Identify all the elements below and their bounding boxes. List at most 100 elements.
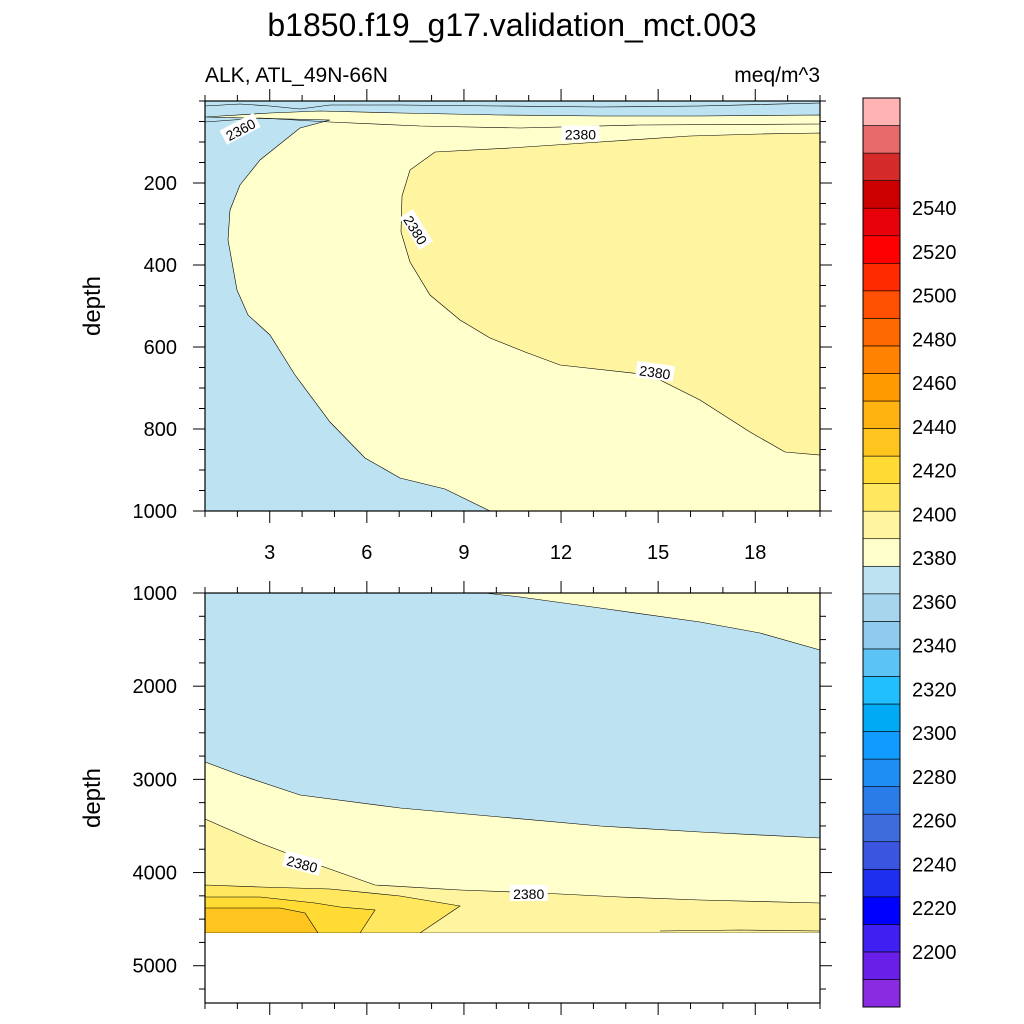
colorbar-box bbox=[862, 400, 901, 429]
colorbar: 2200 2220 2240 2260 2280 2300 2320 2340 2360 2380… bbox=[862, 97, 957, 1008]
colorbar-box bbox=[862, 428, 901, 457]
contour-label: 2380 bbox=[281, 850, 323, 876]
contour-label-text: 2380 bbox=[638, 362, 671, 382]
colorbar-box bbox=[862, 318, 901, 347]
contour-label: 2380 bbox=[561, 125, 600, 143]
upper-x-tick-label: 9 bbox=[458, 542, 469, 564]
contour-label-background bbox=[281, 850, 323, 876]
colorbar-box bbox=[862, 345, 901, 374]
contour-label: 2380 bbox=[509, 884, 548, 902]
upper-x-axis: 3 6 9 12 15 18 bbox=[204, 89, 821, 564]
upper-y-tick-label: 600 bbox=[144, 337, 177, 359]
colorbar-box bbox=[862, 290, 901, 319]
colorbar-box bbox=[862, 786, 901, 815]
lower-contour-labels: 2380 2380 bbox=[281, 850, 548, 902]
contour-label-text: 2380 bbox=[565, 127, 596, 143]
lower-x-axis bbox=[204, 581, 821, 1015]
colorbar-box bbox=[862, 979, 901, 1008]
lower-contour-bottom bbox=[659, 929, 821, 932]
colorbar-box bbox=[862, 97, 901, 126]
chart-title: b1850.f19_g17.validation_mct.003 bbox=[267, 7, 756, 43]
units-subtitle: meq/m^3 bbox=[734, 64, 820, 87]
colorbar-tick-label: 2500 bbox=[912, 286, 957, 308]
colorbar-box bbox=[862, 510, 901, 540]
lower-y-tick-label: 3000 bbox=[133, 769, 178, 791]
colorbar-tick-label: 2360 bbox=[912, 592, 957, 614]
colorbar-box bbox=[862, 125, 901, 154]
upper-x-tick-label: 6 bbox=[361, 542, 372, 564]
colorbar-box bbox=[862, 455, 901, 484]
contour-label-text: 2380 bbox=[513, 886, 544, 902]
colorbar-tick-label: 2380 bbox=[912, 548, 957, 570]
lower-y-tick-label: 1000 bbox=[133, 583, 178, 605]
colorbar-box bbox=[862, 373, 901, 402]
colorbar-tick-label: 2340 bbox=[912, 636, 957, 658]
lower-y-tick-label: 2000 bbox=[133, 676, 178, 698]
upper-contour-near-surface bbox=[204, 117, 821, 129]
colorbar-box bbox=[862, 841, 901, 870]
colorbar-box bbox=[862, 951, 901, 980]
upper-y-tick-label: 400 bbox=[144, 255, 177, 277]
contour-label-background bbox=[219, 112, 261, 145]
colorbar-tick-label: 2320 bbox=[912, 679, 957, 701]
left-subtitle: ALK, ATL_49N-66N bbox=[205, 64, 388, 87]
contour-label: 2380 bbox=[635, 360, 675, 383]
colorbar-box bbox=[862, 924, 901, 953]
contour-label-background bbox=[509, 884, 548, 901]
colorbar-tick-label: 2400 bbox=[912, 504, 957, 526]
upper-contour-surface bbox=[204, 102, 821, 110]
colorbar-tick-label: 2300 bbox=[912, 723, 957, 745]
colorbar-tick-label: 2440 bbox=[912, 417, 957, 439]
colorbar-tick-label: 2540 bbox=[912, 198, 957, 220]
colorbar-box bbox=[862, 152, 901, 181]
upper-y-axis: 200 400 600 800 1000 bbox=[133, 100, 832, 523]
colorbar-box bbox=[862, 703, 901, 732]
colorbar-box bbox=[862, 235, 901, 264]
colorbar-box bbox=[862, 262, 901, 292]
colorbar-tick-label: 2200 bbox=[912, 942, 957, 964]
colorbar-box bbox=[862, 676, 901, 705]
lower-panel-frame bbox=[204, 592, 821, 1004]
lower-y-axis: 1000 2000 3000 4000 5000 bbox=[133, 583, 832, 990]
colorbar-box bbox=[862, 483, 901, 512]
colorbar-box bbox=[862, 180, 901, 209]
contour-label-background bbox=[635, 360, 675, 382]
colorbar-frame bbox=[862, 97, 901, 1008]
contour-label-background bbox=[399, 209, 434, 250]
colorbar-tick-label: 2220 bbox=[912, 898, 957, 920]
colorbar-box bbox=[862, 758, 901, 787]
colorbar-box bbox=[862, 565, 901, 595]
colorbar-tick-label: 2460 bbox=[912, 373, 957, 395]
upper-y-tick-label: 800 bbox=[144, 419, 177, 441]
colorbar-tick-label: 2420 bbox=[912, 461, 957, 483]
lower-panel: 2380 2380 1000 2000 3000 4000 5000 depth bbox=[79, 581, 832, 1015]
upper-y-axis-label: depth bbox=[79, 276, 106, 336]
upper-x-tick-label: 3 bbox=[264, 542, 275, 564]
lower-missing-data bbox=[205, 933, 820, 1003]
colorbar-tick-label: 2280 bbox=[912, 767, 957, 789]
upper-y-tick-label: 1000 bbox=[133, 501, 178, 523]
colorbar-tick-label: 2260 bbox=[912, 811, 957, 833]
upper-x-tick-label: 15 bbox=[647, 542, 669, 564]
colorbar-box bbox=[862, 813, 901, 843]
colorbar-box bbox=[862, 896, 901, 925]
colorbar-tick-label: 2480 bbox=[912, 329, 957, 351]
upper-y-tick-label: 200 bbox=[144, 173, 177, 195]
colorbar-box bbox=[862, 538, 901, 567]
colorbar-box bbox=[862, 868, 901, 898]
upper-x-tick-label: 18 bbox=[744, 542, 766, 564]
colorbar-box bbox=[862, 593, 901, 622]
colorbar-tick-label: 2240 bbox=[912, 854, 957, 876]
lower-y-axis-label: depth bbox=[79, 768, 106, 828]
colorbar-box bbox=[862, 207, 901, 237]
lower-y-tick-label: 4000 bbox=[133, 863, 178, 885]
upper-x-tick-label: 12 bbox=[550, 542, 572, 564]
contour-label-background bbox=[561, 125, 600, 142]
lower-y-tick-label: 5000 bbox=[133, 956, 178, 978]
contour-label-text: 2380 bbox=[285, 852, 319, 876]
colorbar-box bbox=[862, 648, 901, 677]
colorbar-tick-label: 2520 bbox=[912, 242, 957, 264]
colorbar-box bbox=[862, 621, 901, 650]
